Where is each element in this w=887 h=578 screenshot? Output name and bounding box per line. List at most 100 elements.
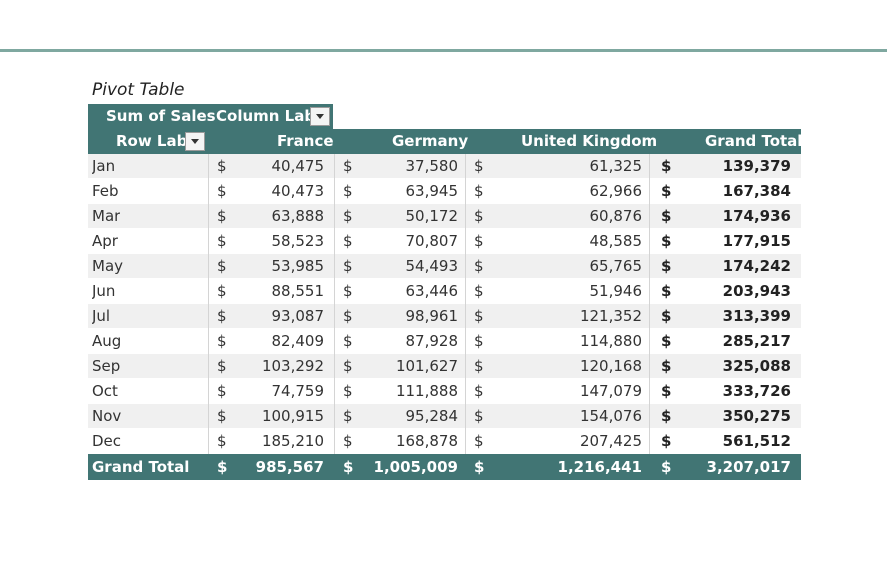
currency-symbol: $ xyxy=(217,332,227,350)
top-divider xyxy=(0,49,887,52)
currency-symbol: $ xyxy=(474,182,484,200)
cell-germany: 87,928 xyxy=(405,332,459,350)
currency-symbol: $ xyxy=(343,182,353,200)
table-row[interactable]: Jan $40,475 $37,580 $61,325 $139,379 xyxy=(88,154,801,179)
cell-grand-total: 313,399 xyxy=(722,307,791,325)
currency-symbol: $ xyxy=(343,282,353,300)
table-row[interactable]: Jul $93,087 $98,961 $121,352 $313,399 xyxy=(88,304,801,329)
cell-united-kingdom: 120,168 xyxy=(579,357,642,375)
column-filter-dropdown-icon[interactable] xyxy=(310,107,330,126)
cell-divider xyxy=(649,204,650,229)
cell-divider xyxy=(649,304,650,329)
currency-symbol: $ xyxy=(474,257,484,275)
values-label[interactable]: Sum of Sales xyxy=(106,107,216,125)
column-header-grand-total[interactable]: Grand Total xyxy=(705,132,803,150)
cell-divider xyxy=(334,229,335,254)
cell-grand-total: 203,943 xyxy=(722,282,791,300)
row-label: Dec xyxy=(92,432,122,450)
column-header-united-kingdom[interactable]: United Kingdom xyxy=(521,132,658,150)
cell-divider xyxy=(334,179,335,204)
column-labels-header[interactable]: Column Lab xyxy=(216,107,316,125)
grand-total-row[interactable]: Grand Total $ 985,567 $ 1,005,009 $ 1,21… xyxy=(88,454,801,480)
row-label: Jun xyxy=(92,282,116,300)
column-header-france[interactable]: France xyxy=(277,132,334,150)
currency-symbol: $ xyxy=(343,407,353,425)
table-row[interactable]: Feb $40,473 $63,945 $62,966 $167,384 xyxy=(88,179,801,204)
cell-divider xyxy=(334,279,335,304)
cell-divider xyxy=(649,429,650,454)
currency-symbol: $ xyxy=(661,207,672,225)
row-label: Mar xyxy=(92,207,121,225)
currency-symbol: $ xyxy=(661,407,672,425)
currency-symbol: $ xyxy=(661,282,672,300)
grand-total-overall: 3,207,017 xyxy=(706,458,791,476)
currency-symbol: $ xyxy=(217,458,228,476)
currency-symbol: $ xyxy=(343,332,353,350)
cell-grand-total: 174,936 xyxy=(722,207,791,225)
grand-total-uk: 1,216,441 xyxy=(557,458,642,476)
cell-germany: 70,807 xyxy=(405,232,459,250)
cell-divider xyxy=(465,229,466,254)
currency-symbol: $ xyxy=(661,307,672,325)
cell-divider xyxy=(649,379,650,404)
table-row[interactable]: Dec $185,210 $168,878 $207,425 $561,512 xyxy=(88,429,801,454)
cell-united-kingdom: 121,352 xyxy=(579,307,642,325)
table-row[interactable]: Oct $74,759 $111,888 $147,079 $333,726 xyxy=(88,379,801,404)
cell-divider xyxy=(465,254,466,279)
cell-grand-total: 325,088 xyxy=(722,357,791,375)
currency-symbol: $ xyxy=(474,232,484,250)
table-row[interactable]: Apr $58,523 $70,807 $48,585 $177,915 xyxy=(88,229,801,254)
cell-france: 63,888 xyxy=(271,207,325,225)
cell-divider xyxy=(465,304,466,329)
cell-divider xyxy=(208,379,209,404)
currency-symbol: $ xyxy=(661,332,672,350)
cell-germany: 37,580 xyxy=(405,157,459,175)
cell-divider xyxy=(208,154,209,179)
table-row[interactable]: Nov $100,915 $95,284 $154,076 $350,275 xyxy=(88,404,801,429)
row-label: Apr xyxy=(92,232,118,250)
cell-divider xyxy=(334,354,335,379)
cell-divider xyxy=(208,229,209,254)
currency-symbol: $ xyxy=(474,357,484,375)
row-labels-header[interactable]: Row Lab xyxy=(116,132,188,150)
cell-grand-total: 285,217 xyxy=(722,332,791,350)
cell-divider xyxy=(208,304,209,329)
grand-total-germany: 1,005,009 xyxy=(373,458,458,476)
table-row[interactable]: Aug $82,409 $87,928 $114,880 $285,217 xyxy=(88,329,801,354)
cell-france: 100,915 xyxy=(261,407,324,425)
currency-symbol: $ xyxy=(474,458,485,476)
currency-symbol: $ xyxy=(217,257,227,275)
currency-symbol: $ xyxy=(343,232,353,250)
cell-divider xyxy=(649,354,650,379)
cell-divider xyxy=(208,429,209,454)
table-row[interactable]: Mar $63,888 $50,172 $60,876 $174,936 xyxy=(88,204,801,229)
currency-symbol: $ xyxy=(217,432,227,450)
cell-united-kingdom: 60,876 xyxy=(589,207,643,225)
currency-symbol: $ xyxy=(343,382,353,400)
sheet-title: Pivot Table xyxy=(92,80,185,100)
cell-divider xyxy=(334,304,335,329)
cell-divider xyxy=(649,404,650,429)
cell-grand-total: 167,384 xyxy=(722,182,791,200)
pivot-header-columns xyxy=(88,129,801,154)
cell-divider xyxy=(208,204,209,229)
cell-divider xyxy=(334,254,335,279)
table-row[interactable]: Sep $103,292 $101,627 $120,168 $325,088 xyxy=(88,354,801,379)
currency-symbol: $ xyxy=(474,282,484,300)
cell-united-kingdom: 207,425 xyxy=(579,432,642,450)
grand-total-label: Grand Total xyxy=(92,458,190,476)
cell-grand-total: 350,275 xyxy=(722,407,791,425)
cell-france: 40,473 xyxy=(271,182,325,200)
cell-divider xyxy=(208,179,209,204)
row-label: Feb xyxy=(92,182,119,200)
currency-symbol: $ xyxy=(474,307,484,325)
table-row[interactable]: Jun $88,551 $63,446 $51,946 $203,943 xyxy=(88,279,801,304)
currency-symbol: $ xyxy=(217,407,227,425)
table-row[interactable]: May $53,985 $54,493 $65,765 $174,242 xyxy=(88,254,801,279)
row-filter-dropdown-icon[interactable] xyxy=(185,132,205,151)
cell-divider xyxy=(334,154,335,179)
cell-germany: 95,284 xyxy=(405,407,459,425)
pivot-header-top xyxy=(88,104,333,129)
column-header-germany[interactable]: Germany xyxy=(392,132,469,150)
cell-united-kingdom: 147,079 xyxy=(579,382,642,400)
